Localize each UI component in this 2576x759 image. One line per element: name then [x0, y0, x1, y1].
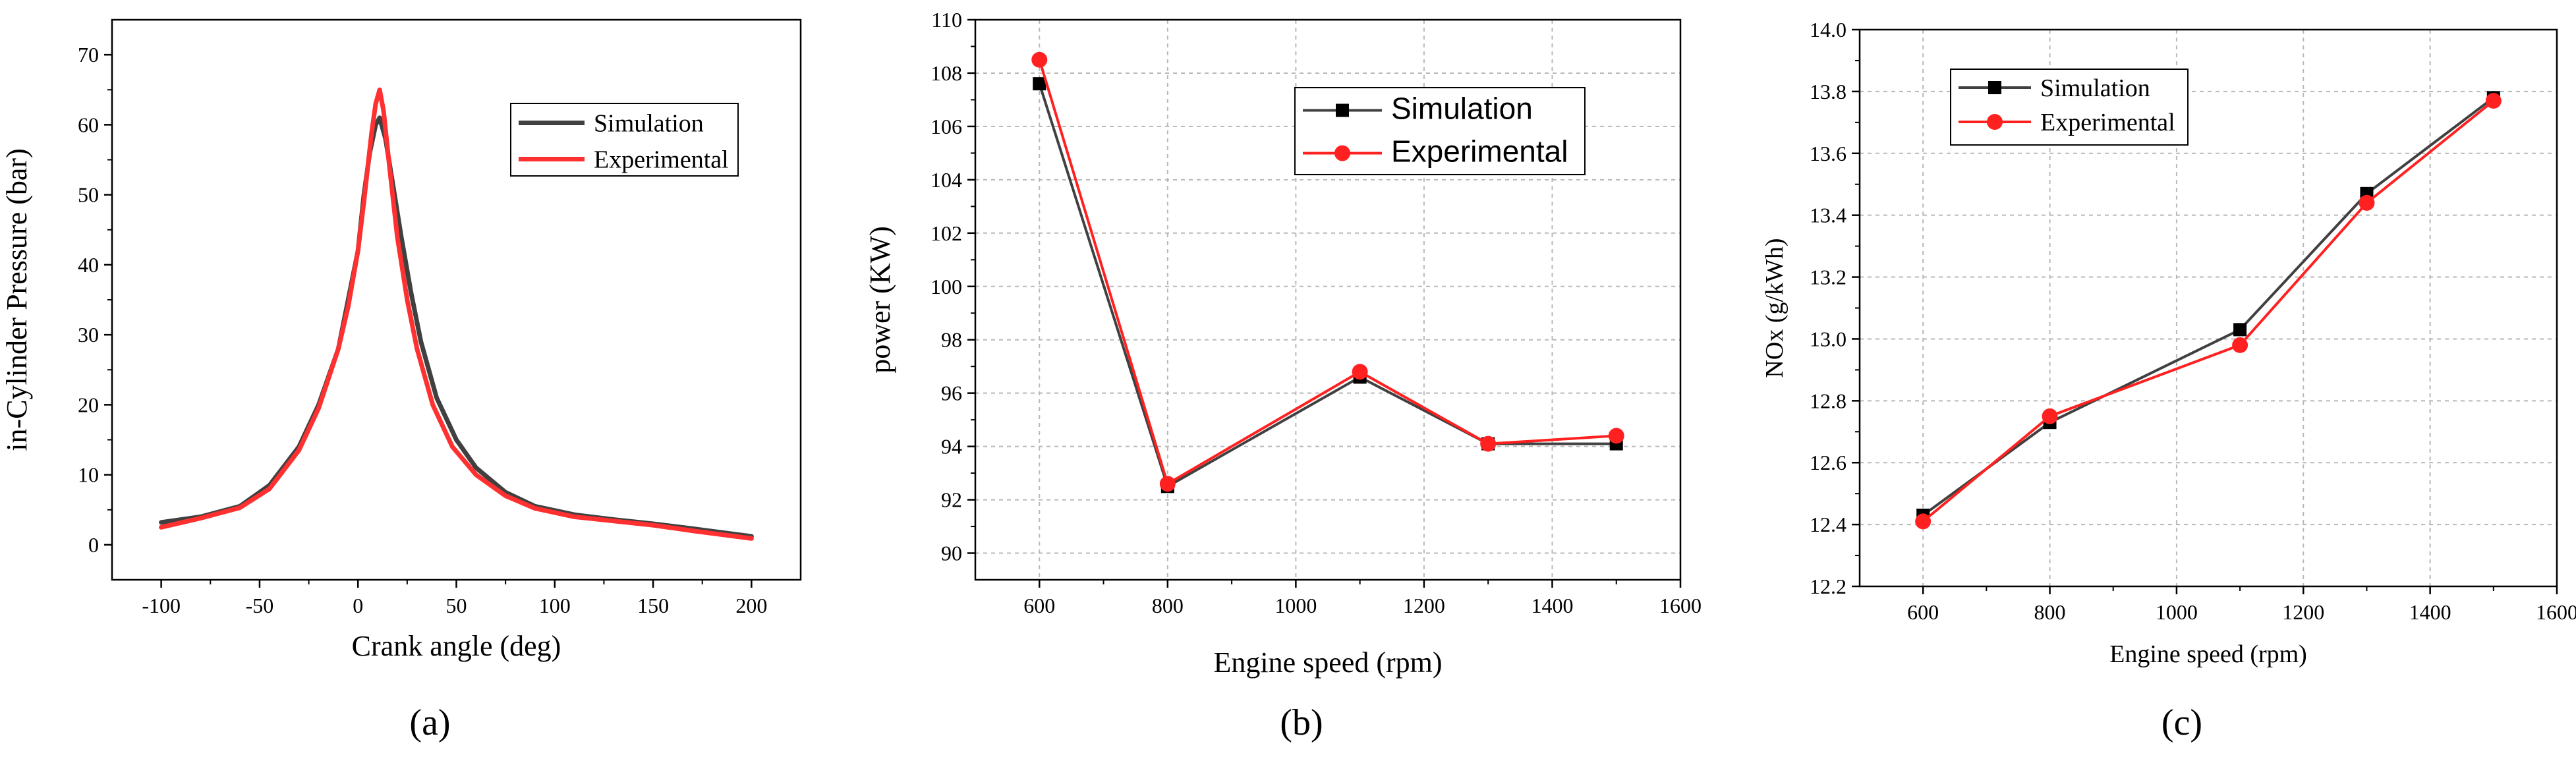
legend: Simulation Experimental	[1294, 87, 1586, 175]
y-tick-label: 10	[78, 463, 99, 487]
y-tick-label: 70	[78, 43, 99, 67]
legend-label: Experimental	[594, 146, 729, 174]
data-point-square	[2233, 323, 2247, 337]
x-axis-label: Engine speed (rpm)	[2109, 640, 2307, 668]
legend-label: Simulation	[2040, 74, 2150, 102]
y-tick-label: 12.4	[1810, 513, 1846, 536]
legend-marker-square	[1336, 103, 1349, 117]
x-tick-label: 1200	[2282, 600, 2324, 624]
y-tick-label: 106	[930, 115, 962, 138]
y-tick-label: 40	[78, 253, 99, 277]
data-point-circle	[2232, 337, 2248, 353]
chart-panel-a: -100 -50 0 50 100 150 200 0 10 20 30 40 50 60 70 Crank …	[1, 18, 802, 743]
y-tick-label: 13.8	[1810, 80, 1846, 103]
legend-label: Simulation	[594, 110, 704, 138]
x-tick-label: 1000	[1274, 594, 1317, 617]
y-tick-label: 108	[930, 61, 962, 85]
y-tick-label: 12.8	[1810, 389, 1846, 412]
y-tick-label: 96	[941, 381, 962, 405]
x-tick-label: 1600	[2536, 600, 2576, 624]
legend-marker-circle	[1987, 114, 2003, 130]
x-tick-label: 1400	[2409, 600, 2451, 624]
series-simulation	[159, 115, 754, 539]
y-tick-label: 104	[930, 168, 962, 192]
legend-label: Simulation	[1391, 92, 1533, 126]
y-tick-label: 50	[78, 183, 99, 207]
data-point-circle	[1352, 364, 1368, 380]
y-tick-label: 94	[941, 435, 962, 459]
y-tick-label: 14.0	[1810, 18, 1846, 42]
x-tick-label: 800	[1152, 594, 1184, 617]
x-tick-label: -100	[142, 594, 181, 617]
x-tick-label: 1600	[1659, 594, 1702, 617]
data-point-circle	[1480, 436, 1497, 452]
y-tick-label: 0	[88, 533, 99, 557]
x-tick-label: 100	[539, 594, 571, 617]
data-point-circle	[1608, 428, 1624, 444]
y-axis-label: NOx (g/kWh)	[1761, 238, 1789, 378]
y-tick-label: 110	[931, 8, 962, 32]
plot-frame	[974, 18, 1682, 581]
x-axis-label: Engine speed (rpm)	[1214, 646, 1443, 679]
series-experimental	[1915, 92, 2502, 530]
data-point-circle	[1915, 513, 1932, 530]
x-tick-label: 150	[637, 594, 669, 617]
y-tick-label: 12.6	[1810, 451, 1846, 474]
chart-panel-b: 600 800 1000 1200 1400 1600 90 92 94 96 98 100 102 10…	[864, 8, 1702, 743]
legend: Simulation Experimental	[1950, 69, 2189, 146]
x-tick-label: 50	[446, 594, 467, 617]
y-tick-label: 12.2	[1810, 575, 1846, 598]
y-tick-label: 98	[941, 328, 962, 352]
legend-marker-square	[1988, 81, 2001, 94]
panel-label: (b)	[1280, 702, 1323, 743]
data-point-circle	[2485, 92, 2502, 109]
y-tick-label: 100	[930, 275, 962, 298]
legend-label: Experimental	[2040, 109, 2175, 136]
y-tick-label: 13.6	[1810, 142, 1846, 165]
y-tick-label: 13.0	[1810, 327, 1846, 351]
x-tick-label: 600	[1023, 594, 1055, 617]
y-tick-label: 102	[930, 221, 962, 245]
legend-label: Experimental	[1391, 134, 1568, 169]
y-tick-label: 20	[78, 393, 99, 416]
y-tick-label: 13.2	[1810, 266, 1846, 289]
legend: Simulation Experimental	[510, 103, 739, 177]
y-tick-label: 30	[78, 323, 99, 347]
x-tick-label: 0	[353, 594, 363, 617]
chart-panel-c: 600 800 1000 1200 1400 1600 12.2 12.4 12.6 12.8 13…	[1761, 18, 2576, 743]
series-experimental	[159, 87, 754, 541]
x-tick-label: 200	[735, 594, 767, 617]
panel-label: (a)	[409, 702, 450, 743]
y-tick-label: 13.4	[1810, 204, 1846, 227]
y-axis-label: power (KW)	[864, 226, 896, 374]
x-tick-label: -50	[246, 594, 274, 617]
y-tick-label: 92	[941, 488, 962, 512]
data-point-circle	[2042, 408, 2058, 424]
data-point-circle	[1031, 51, 1048, 68]
panel-label: (c)	[2161, 702, 2202, 743]
x-tick-label: 1200	[1403, 594, 1445, 617]
y-tick-label: 90	[941, 542, 962, 565]
data-point-circle	[1159, 476, 1176, 492]
gridlines	[1860, 30, 2557, 586]
x-tick-label: 1000	[2156, 600, 2198, 624]
series-experimental	[1031, 51, 1624, 492]
y-axis-label: in-Cylinder Pressure (bar)	[1, 148, 33, 451]
x-axis-label: Crank angle (deg)	[352, 630, 561, 662]
data-point-square	[1033, 77, 1046, 91]
series-simulation	[1916, 91, 2500, 522]
x-tick-label: 800	[2034, 600, 2066, 624]
series-line	[159, 87, 754, 541]
series-line	[159, 115, 754, 539]
legend-box	[510, 103, 739, 177]
legend-marker-circle	[1334, 145, 1350, 161]
series-line	[1922, 96, 2495, 517]
x-tick-label: 1400	[1531, 594, 1573, 617]
y-tick-label: 60	[78, 113, 99, 136]
data-point-circle	[2359, 194, 2375, 211]
x-tick-label: 600	[1907, 600, 1939, 624]
